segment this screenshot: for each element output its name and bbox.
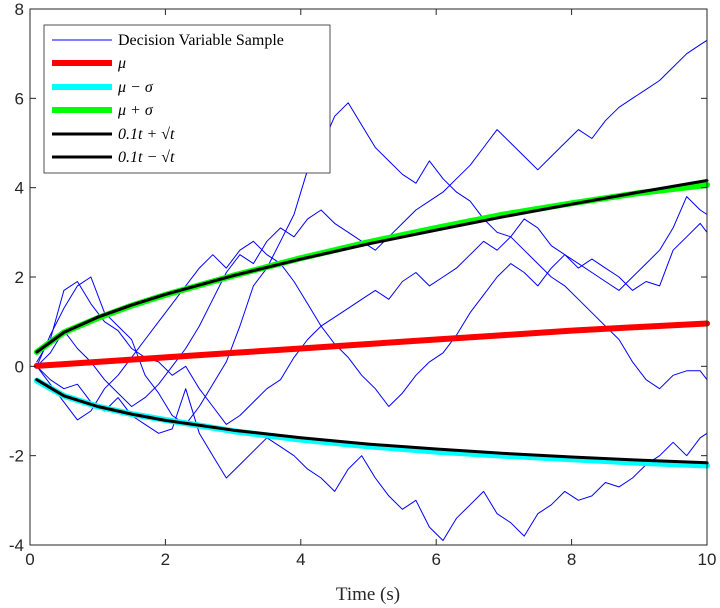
ticks-layer: 0 2 4 6 8 10 -4 -2 0 2 4 6 8 bbox=[9, 0, 717, 569]
x-tick-label-8: 8 bbox=[567, 550, 576, 569]
legend: Decision Variable Sample μ μ − σ μ + σ 0… bbox=[43, 24, 331, 174]
x-tick-label-6: 6 bbox=[431, 550, 440, 569]
legend-label-mean: μ bbox=[117, 55, 126, 72]
y-tick-label-8: 8 bbox=[15, 0, 24, 19]
series-lower-reference bbox=[35, 378, 709, 465]
sample-path-3 bbox=[36, 102, 708, 425]
sample-path-4 bbox=[36, 196, 708, 421]
sample-path-1 bbox=[36, 365, 708, 541]
y-tick-label--4: -4 bbox=[9, 536, 24, 555]
y-tick-label-2: 2 bbox=[15, 268, 24, 287]
legend-label-mu-plus-sigma: μ + σ bbox=[117, 102, 154, 119]
legend-label-upper-reference: 0.1t + √t bbox=[118, 126, 175, 143]
series-mean bbox=[33, 320, 710, 369]
sample-path-5 bbox=[36, 39, 708, 407]
x-tick-label-4: 4 bbox=[296, 550, 305, 569]
x-tick-label-2: 2 bbox=[161, 550, 170, 569]
legend-label-lower-reference: 0.1t − √t bbox=[118, 149, 175, 166]
legend-label-sample: Decision Variable Sample bbox=[118, 32, 284, 49]
y-tick-label-6: 6 bbox=[15, 89, 24, 108]
y-tick-label--2: -2 bbox=[9, 447, 24, 466]
legend-label-mu-minus-sigma: μ − σ bbox=[117, 79, 154, 96]
x-tick-label-0: 0 bbox=[25, 550, 34, 569]
y-tick-label-0: 0 bbox=[15, 357, 24, 376]
x-tick-label-10: 10 bbox=[698, 550, 717, 569]
y-tick-label-4: 4 bbox=[15, 179, 24, 198]
series-upper-reference bbox=[35, 179, 709, 354]
series-layer bbox=[33, 39, 710, 541]
legend-box bbox=[43, 24, 331, 174]
x-axis-label: Time (s) bbox=[336, 584, 400, 605]
